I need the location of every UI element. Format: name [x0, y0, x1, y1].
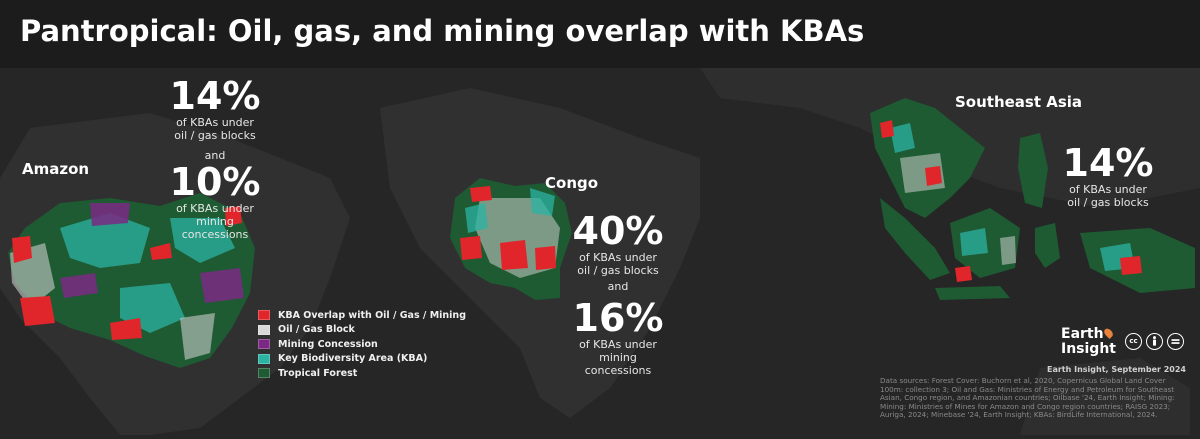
- congo-oil-gas-caption: of KBAs under oil / gas blocks: [577, 251, 659, 277]
- world-map: [0, 68, 1200, 435]
- amazon-oil-gas-percent: 14%: [169, 74, 261, 118]
- legend-swatch-oil-gas-block: [258, 324, 270, 335]
- region-label-congo: Congo: [545, 174, 599, 192]
- legend-label-mining-concession: Mining Concession: [278, 338, 378, 350]
- amazon-mining-stat: 10% of KBAs under mining concessions: [160, 162, 270, 241]
- amazon-kba-areas: [60, 213, 235, 333]
- region-label-southeast-asia: Southeast Asia: [955, 93, 1083, 111]
- sumatra-shape: [880, 198, 950, 280]
- no-derivatives-icon: [1167, 333, 1184, 350]
- java-shape: [935, 286, 1010, 300]
- congo-mining-stat: 16% of KBAs under mining concessions: [563, 298, 673, 377]
- earth-insight-logo[interactable]: Earth Insight: [1061, 327, 1117, 361]
- legend-item-mining-concession: Mining Concession: [258, 337, 466, 352]
- legend-item-kba: Key Biodiversity Area (KBA): [258, 352, 466, 367]
- legend-label-oil-gas-block: Oil / Gas Block: [278, 324, 355, 336]
- header-bar: Pantropical: Oil, gas, and mining overla…: [0, 0, 1200, 68]
- legend-item-kba-overlap: KBA Overlap with Oil / Gas / Mining: [258, 308, 466, 323]
- congo-region: [450, 178, 572, 300]
- australia-landmass: [1020, 358, 1190, 435]
- legend-item-oil-gas-block: Oil / Gas Block: [258, 323, 466, 338]
- page-title: Pantropical: Oil, gas, and mining overla…: [20, 14, 865, 48]
- data-sources-text: Data sources: Forest Cover: Buchorn et a…: [880, 376, 1175, 420]
- creative-commons-icon: cc: [1125, 333, 1142, 350]
- legend-label-tropical-forest: Tropical Forest: [278, 367, 358, 379]
- southeast-asia-region: [870, 98, 1195, 300]
- amazon-mining-percent: 10%: [169, 160, 261, 204]
- congo-mining-percent: 16%: [572, 296, 664, 340]
- philippines-shape: [1018, 133, 1048, 208]
- southeast-asia-kba-areas: [890, 123, 1135, 271]
- southeast-asia-oil-gas-caption: of KBAs under oil / gas blocks: [1067, 183, 1149, 209]
- credit-line: Earth Insight, September 2024: [1046, 365, 1186, 374]
- amazon-region: [8, 193, 255, 368]
- legend-swatch-mining-concession: [258, 339, 270, 350]
- amazon-mining-concessions: [60, 203, 244, 303]
- congo-and-connector: and: [607, 280, 629, 293]
- legend-label-kba-overlap: KBA Overlap with Oil / Gas / Mining: [278, 309, 466, 321]
- congo-oil-gas-percent: 40%: [572, 209, 664, 253]
- amazon-mining-caption: of KBAs under mining concessions: [176, 202, 254, 241]
- congo-oil-gas-stat: 40% of KBAs under oil / gas blocks: [563, 211, 673, 277]
- congo-kba-overlap: [460, 186, 556, 270]
- amazon-and-connector: and: [204, 149, 226, 162]
- southeast-asia-oil-gas-stat: 14% of KBAs under oil / gas blocks: [1053, 143, 1163, 209]
- map-legend: KBA Overlap with Oil / Gas / Mining Oil …: [258, 308, 466, 381]
- congo-kba-areas: [465, 188, 555, 233]
- map-area[interactable]: Amazon Congo Southeast Asia 14% of KBAs …: [0, 68, 1200, 435]
- congo-mining-caption: of KBAs under mining concessions: [579, 338, 657, 377]
- logo-text-earth: Earth: [1061, 326, 1104, 342]
- legend-swatch-kba: [258, 353, 270, 364]
- legend-swatch-tropical-forest: [258, 368, 270, 379]
- logo-text-insight: Insight: [1061, 341, 1116, 357]
- legend-item-tropical-forest: Tropical Forest: [258, 366, 466, 381]
- region-label-amazon: Amazon: [22, 160, 90, 178]
- southeast-asia-oil-gas-percent: 14%: [1062, 141, 1154, 185]
- attribution-icon: [1146, 333, 1163, 350]
- legend-swatch-kba-overlap: [258, 310, 270, 321]
- legend-label-kba: Key Biodiversity Area (KBA): [278, 353, 428, 365]
- amazon-oil-gas-stat: 14% of KBAs under oil / gas blocks: [160, 76, 270, 142]
- amazon-oil-gas-caption: of KBAs under oil / gas blocks: [174, 116, 256, 142]
- sulawesi-shape: [1035, 223, 1060, 268]
